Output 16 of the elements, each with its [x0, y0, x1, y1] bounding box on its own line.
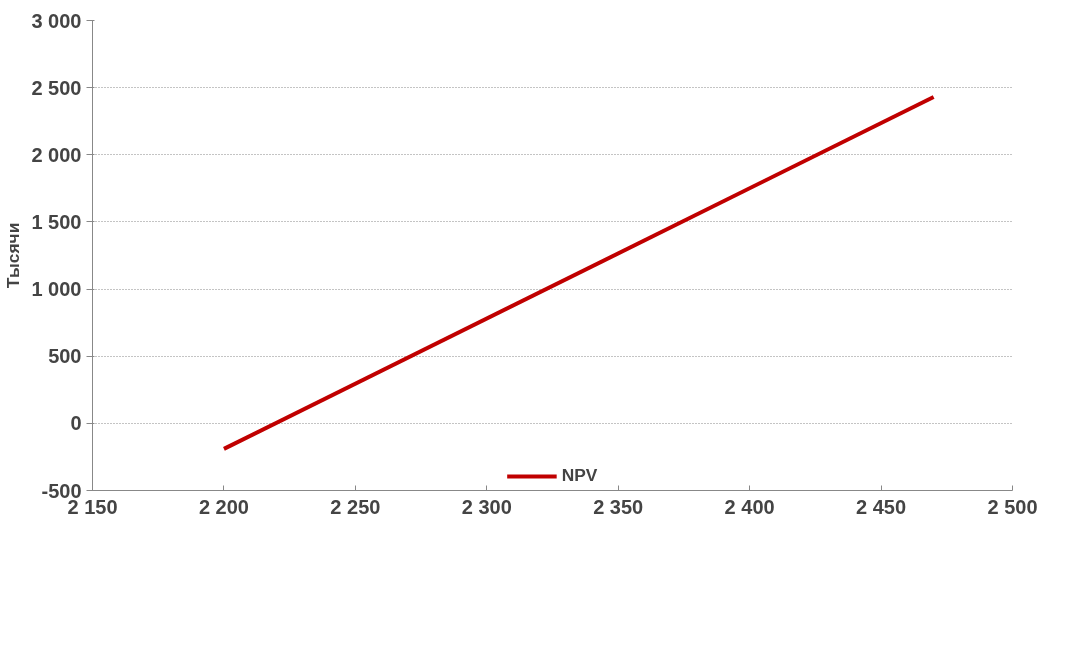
y-axis-title: Тысячи: [3, 222, 24, 289]
x-tick-label: 2 400: [724, 495, 775, 518]
x-tick-label: 2 350: [593, 495, 644, 518]
y-tick-label: 0: [70, 412, 82, 435]
y-tick-label: 2 500: [31, 76, 82, 99]
x-tick-label: 2 500: [987, 495, 1038, 518]
y-tick-label: 1 500: [31, 210, 82, 233]
y-tick-label: 1 000: [31, 278, 82, 301]
y-tick-label: 2 000: [31, 143, 82, 166]
legend-label: NPV: [561, 465, 598, 486]
x-tick-label: 2 450: [856, 495, 907, 518]
x-tick-label: 2 200: [198, 495, 249, 518]
y-tick-label: 500: [48, 345, 82, 368]
y-tick-label: 3 000: [31, 9, 82, 32]
x-tick-label: 2 300: [461, 495, 512, 518]
x-tick-label: 2 250: [330, 495, 381, 518]
